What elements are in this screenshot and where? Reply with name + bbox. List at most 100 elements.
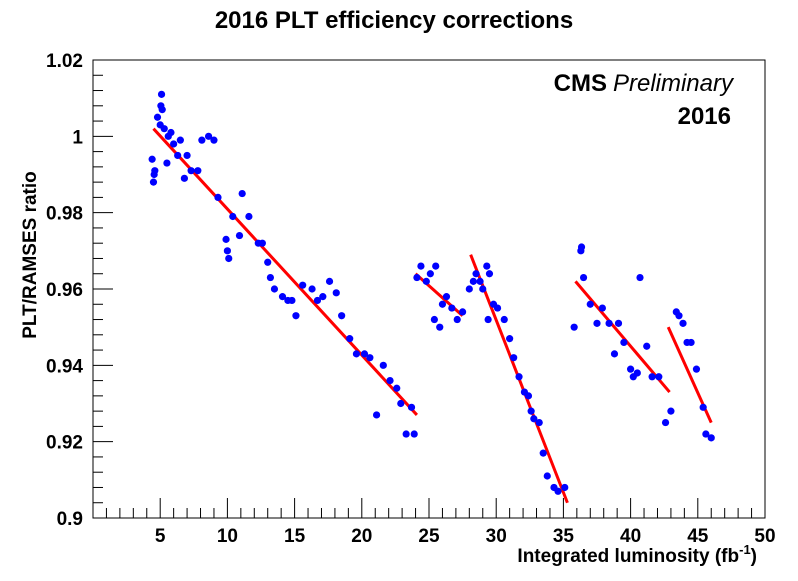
data-point — [479, 285, 487, 293]
data-point — [472, 270, 480, 278]
data-point — [524, 392, 533, 400]
data-point — [292, 312, 300, 320]
data-point — [699, 403, 707, 411]
data-point — [465, 285, 473, 293]
data-points — [148, 90, 715, 495]
data-point — [360, 350, 369, 358]
data-point — [198, 136, 206, 144]
x-axis-ticks: 5 10 15 20 25 30 35 40 45 50 — [92, 498, 776, 547]
data-point — [397, 399, 405, 408]
data-point — [332, 289, 340, 297]
data-point — [598, 304, 606, 312]
data-point — [483, 262, 491, 270]
x-tick-label: 15 — [284, 526, 306, 547]
data-point — [379, 361, 387, 369]
data-point — [187, 167, 195, 175]
data-point — [570, 323, 578, 331]
data-point — [194, 167, 202, 175]
fit-line — [152, 127, 419, 416]
data-point — [675, 312, 683, 320]
data-point — [530, 415, 538, 423]
data-point — [633, 369, 641, 377]
data-point — [438, 300, 447, 308]
x-tick-label: 10 — [217, 526, 238, 547]
data-point — [222, 235, 230, 243]
data-point — [308, 285, 316, 293]
data-point — [153, 113, 162, 121]
data-point — [422, 277, 430, 285]
data-point — [648, 373, 656, 381]
data-point — [448, 304, 456, 312]
data-point — [485, 270, 494, 278]
data-point — [413, 273, 421, 282]
x-tick-label: 50 — [754, 526, 775, 547]
data-point — [442, 293, 451, 301]
data-point — [167, 128, 175, 137]
data-point — [679, 319, 687, 327]
data-point — [586, 300, 594, 308]
plot-frame — [92, 59, 766, 519]
data-point — [493, 304, 502, 312]
data-point — [469, 277, 477, 285]
data-point — [180, 174, 188, 182]
data-point — [436, 323, 444, 331]
y-tick-label: 0.92 — [46, 433, 83, 454]
data-point — [702, 430, 710, 438]
y-axis-label: PLT/RAMSES ratio — [20, 171, 41, 339]
data-point — [319, 293, 327, 301]
data-point — [313, 296, 322, 305]
data-point — [610, 350, 619, 358]
data-point — [430, 315, 438, 324]
data-point — [432, 262, 440, 270]
x-tick-label: 30 — [486, 526, 507, 547]
data-point — [223, 247, 231, 255]
y-tick-label: 1.02 — [46, 51, 83, 72]
data-point — [410, 430, 418, 438]
data-point — [417, 262, 425, 270]
data-point — [561, 483, 569, 492]
x-tick-label: 45 — [687, 526, 709, 547]
y-tick-label: 1 — [72, 127, 83, 148]
data-point — [393, 384, 401, 392]
x-axis-label: Integrated luminosity (fb-1) — [517, 542, 757, 567]
y-tick-label: 0.9 — [57, 509, 83, 530]
data-point — [238, 189, 246, 198]
data-point — [614, 319, 623, 327]
data-point — [149, 178, 158, 186]
data-point — [579, 273, 588, 282]
data-point — [620, 338, 628, 347]
fit-line — [414, 272, 464, 317]
data-point — [352, 350, 361, 358]
data-point — [245, 212, 253, 221]
data-point — [151, 167, 159, 175]
data-point — [338, 312, 346, 320]
data-point — [655, 373, 663, 381]
cms-preliminary-label: CMS Preliminary — [554, 70, 735, 97]
data-point — [235, 231, 244, 240]
data-point — [527, 407, 535, 415]
data-point — [593, 319, 601, 327]
x-tick-label: 25 — [418, 526, 440, 547]
data-point — [386, 377, 394, 385]
x-axis-label-superscript: -1 — [739, 542, 751, 557]
data-point — [163, 159, 171, 167]
fit-lines — [152, 127, 713, 504]
y-tick-label: 0.98 — [46, 204, 83, 225]
data-point — [372, 411, 381, 419]
data-point — [225, 254, 233, 263]
data-point — [278, 293, 287, 301]
data-point — [535, 418, 543, 427]
fit-line — [574, 280, 671, 394]
data-point — [707, 434, 715, 442]
year-label: 2016 — [678, 103, 731, 130]
y-tick-label: 0.94 — [46, 356, 83, 377]
data-point — [157, 90, 166, 98]
x-axis-label-main: Integrated luminosity (fb — [517, 546, 739, 567]
data-point — [214, 193, 222, 201]
data-point — [270, 285, 279, 293]
data-point — [692, 365, 701, 373]
data-point — [539, 449, 547, 457]
data-point — [661, 418, 670, 427]
data-point — [366, 354, 374, 362]
